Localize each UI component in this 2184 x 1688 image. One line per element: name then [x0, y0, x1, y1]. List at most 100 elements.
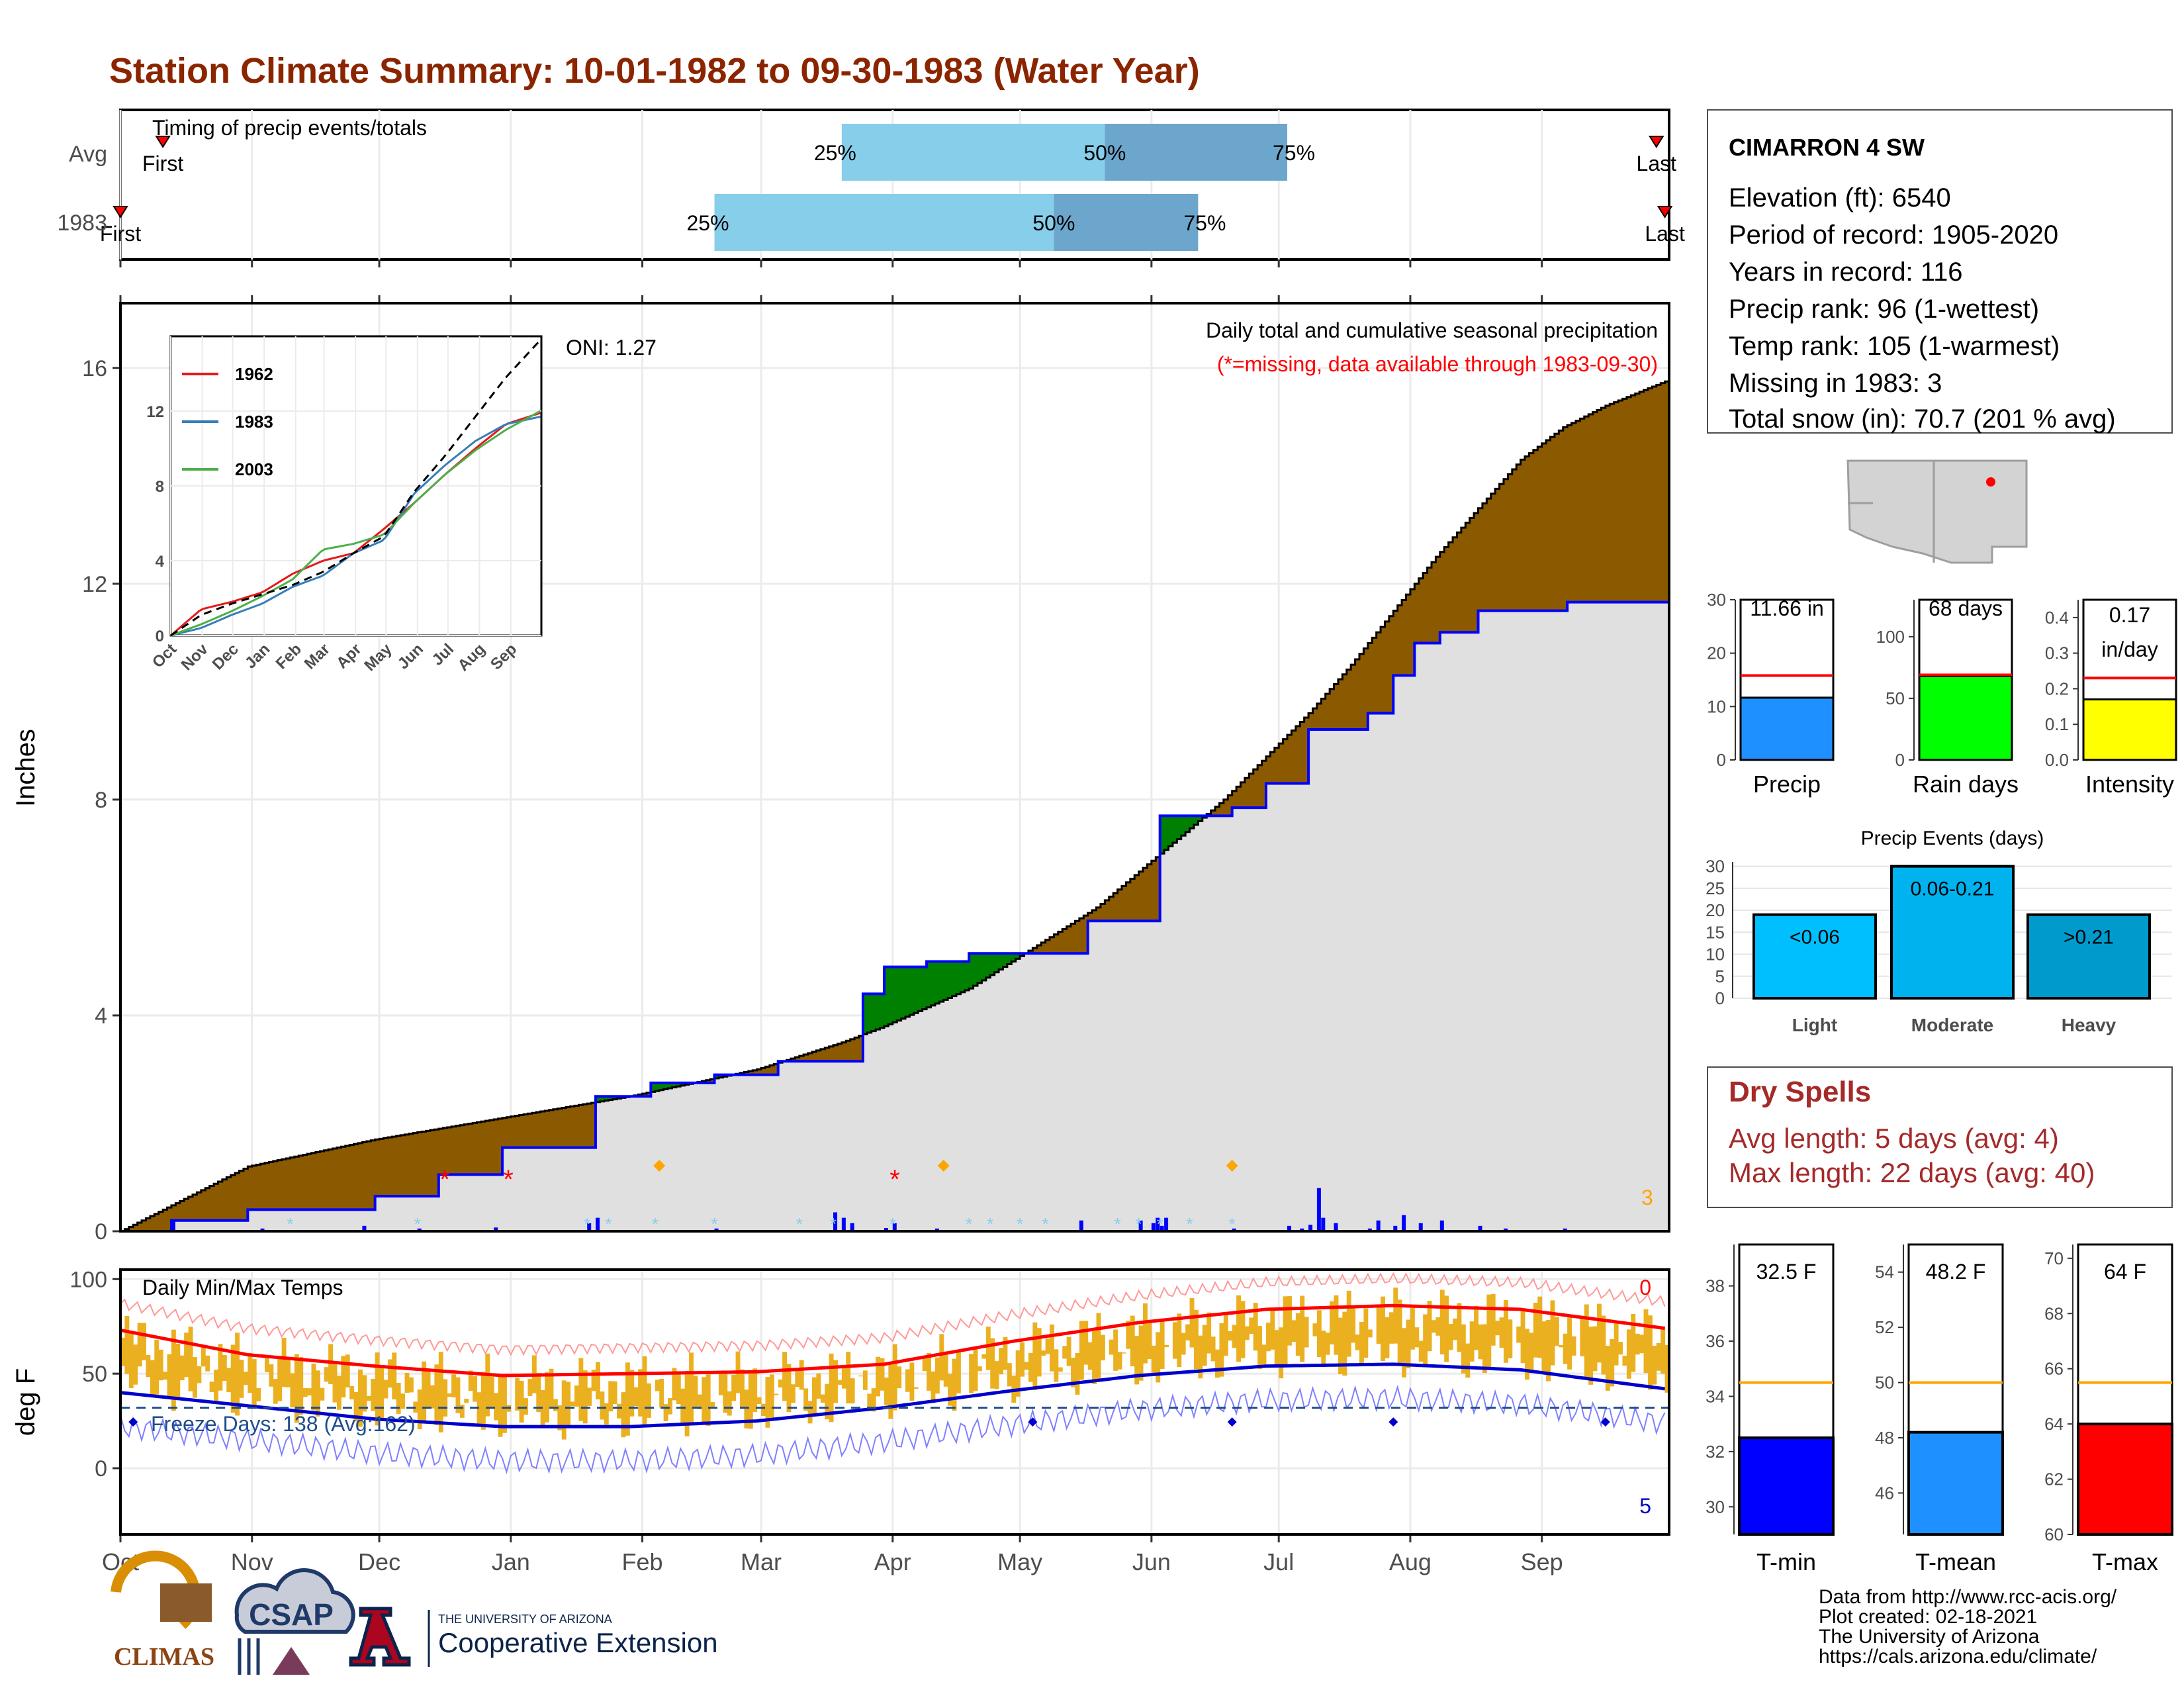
daily-temp-bar: [426, 1370, 431, 1408]
daily-temp-bar: [1461, 1324, 1466, 1374]
surplus-area: [1007, 953, 1012, 964]
daily-temp-bar: [596, 1362, 600, 1400]
surplus-area: [659, 1082, 664, 1090]
snow-marker: *: [830, 1214, 837, 1234]
daily-temp-bar: [888, 1362, 893, 1419]
oni-label: ONI: 1.27: [566, 336, 657, 359]
deficit-area: [1058, 931, 1063, 954]
deficit-area: [1312, 708, 1318, 729]
daily-temp-bar: [218, 1344, 223, 1391]
daily-temp-bar: [663, 1404, 668, 1422]
deficit-area: [438, 1129, 443, 1175]
daily-temp-bar: [718, 1373, 723, 1395]
surplus-area: [663, 1082, 668, 1090]
daily-temp-bar: [1351, 1307, 1356, 1343]
timing-label-50: 50%: [1032, 211, 1075, 235]
snow-marker: *: [1042, 1214, 1049, 1234]
daily-temp-bar: [1096, 1313, 1101, 1382]
deficit-area: [332, 1149, 338, 1210]
daily-temp-bar: [1465, 1343, 1471, 1378]
deficit-area: [1439, 551, 1445, 633]
temp-y-label: deg F: [11, 1368, 40, 1436]
deficit-area: [1304, 718, 1309, 784]
temp-bar-tick-label: 30: [1706, 1497, 1725, 1517]
daily-temp-bar: [1058, 1367, 1063, 1372]
daily-temp-bar: [1270, 1310, 1275, 1350]
timing-bar-q2: [714, 194, 1054, 251]
daily-precip-bar: [1503, 1228, 1508, 1231]
snow-marker: *: [711, 1214, 717, 1234]
deficit-area: [1385, 621, 1390, 714]
y-tick-label: 50: [82, 1362, 107, 1387]
deficit-area: [1105, 900, 1110, 921]
surplus-area: [604, 1096, 609, 1101]
deficit-area: [281, 1159, 287, 1210]
deficit-area: [1346, 669, 1351, 729]
deficit-area: [430, 1130, 435, 1197]
daily-temp-bar: [612, 1381, 617, 1405]
daily-temp-bar: [816, 1373, 821, 1399]
deficit-area: [531, 1113, 537, 1148]
daily-temp-bar: [1232, 1325, 1237, 1348]
deficit-area: [1079, 918, 1084, 954]
deficit-area: [1300, 722, 1305, 784]
daily-temp-bar: [1304, 1317, 1309, 1348]
daily-temp-bar: [922, 1356, 927, 1372]
deficit-area: [1592, 412, 1598, 602]
snow-marker: *: [287, 1214, 293, 1234]
deficit-area: [1045, 939, 1050, 954]
deficit-area: [464, 1124, 469, 1175]
daily-temp-bar: [1020, 1342, 1025, 1377]
snow-marker: *: [1229, 1214, 1236, 1234]
station-line: Total snow (in): 70.7 (201 % avg): [1729, 404, 2116, 434]
timing-title: Timing of precip events/totals: [152, 116, 427, 140]
missing-marker: *: [439, 1165, 450, 1194]
station-info-frame: [1707, 109, 2173, 434]
daily-temp-bar: [175, 1343, 181, 1401]
daily-temp-bar: [744, 1389, 749, 1429]
deficit-area: [803, 1055, 809, 1062]
daily-temp-bar: [345, 1354, 350, 1387]
mini-tick-label: 50: [1886, 688, 1905, 708]
surplus-area: [876, 994, 881, 1030]
surplus-area: [931, 961, 936, 1006]
daily-temp-bar: [1087, 1342, 1093, 1370]
deficit-area: [799, 1056, 804, 1062]
daily-temp-bar: [307, 1388, 312, 1396]
daily-temp-bar: [943, 1351, 948, 1387]
daily-temp-bar: [1138, 1325, 1144, 1381]
daily-temp-bar: [1584, 1304, 1589, 1379]
cold-event-marker: [1388, 1417, 1398, 1427]
deficit-area: [277, 1160, 283, 1210]
deficit-area: [1147, 864, 1152, 921]
daily-temp-bar: [269, 1364, 274, 1387]
timing-bar-q3: [1054, 194, 1199, 251]
month-label: Nov: [231, 1548, 273, 1575]
daily-temp-bar: [702, 1377, 707, 1425]
deficit-area: [1316, 703, 1322, 729]
deficit-area: [1092, 910, 1097, 921]
deficit-area: [1134, 875, 1140, 921]
daily-temp-bar: [811, 1377, 817, 1414]
first-event-label: First: [142, 152, 183, 175]
daily-temp-bar: [1279, 1327, 1284, 1379]
heavy-event-marker: [1226, 1160, 1238, 1172]
daily-temp-bar: [604, 1403, 609, 1425]
daily-temp-bar: [1050, 1324, 1054, 1372]
daily-temp-bar: [404, 1372, 410, 1393]
daily-temp-bar: [264, 1356, 269, 1372]
daily-temp-bar: [358, 1369, 363, 1427]
temp-bar-tick-label: 50: [1875, 1373, 1894, 1393]
temp-bar-tick-label: 62: [2044, 1470, 2064, 1489]
y-tick-label: 8: [95, 788, 107, 813]
surplus-area: [952, 961, 957, 996]
daily-temp-bar: [841, 1365, 846, 1389]
surplus-area: [1020, 953, 1025, 957]
deficit-area: [248, 1166, 253, 1210]
deficit-area: [468, 1123, 473, 1175]
daily-temp-bar: [659, 1378, 664, 1407]
deficit-area: [1486, 498, 1492, 611]
daily-temp-bar: [1381, 1296, 1385, 1361]
deficit-area: [748, 1071, 753, 1075]
missing-marker: *: [503, 1165, 514, 1194]
